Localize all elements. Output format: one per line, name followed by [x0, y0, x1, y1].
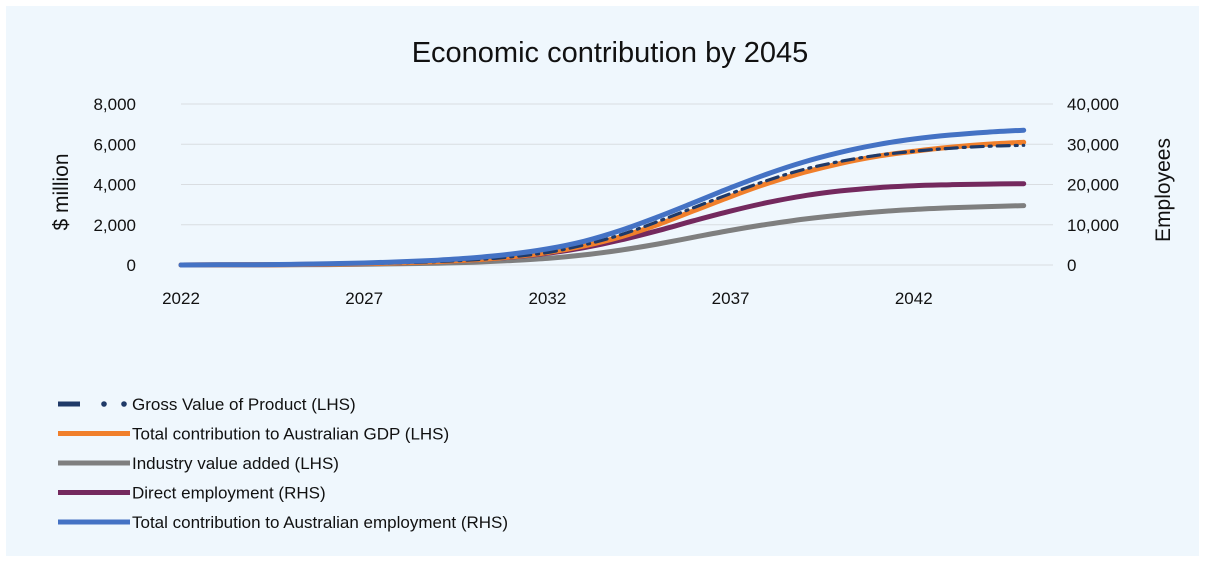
left-tick-label: 6,000 [93, 135, 136, 154]
legend-label: Total contribution to Australian employm… [132, 513, 508, 532]
left-axis-title: $ million [50, 153, 73, 230]
left-tick-label: 8,000 [93, 95, 136, 114]
right-axis-ticks: 0 10,000 20,000 30,000 40,000 [1067, 95, 1119, 275]
x-tick-label: 2042 [895, 289, 933, 308]
legend-item: Total contribution to Australian employm… [58, 513, 508, 532]
legend-swatch-dot [121, 401, 127, 407]
x-axis-ticks: 2022 2027 2032 2037 2042 [162, 289, 933, 308]
left-tick-label: 0 [127, 256, 136, 275]
left-tick-label: 4,000 [93, 176, 136, 195]
right-tick-label: 20,000 [1067, 176, 1119, 195]
legend-label: Industry value added (LHS) [132, 454, 339, 473]
series-line-4 [178, 127, 1027, 268]
legend-item: Gross Value of Product (LHS) [58, 395, 356, 414]
x-tick-label: 2022 [162, 289, 200, 308]
gridlines [181, 103, 1053, 266]
right-tick-label: 30,000 [1067, 135, 1119, 154]
legend-swatch-dot [101, 401, 107, 407]
series-line-0 [179, 143, 1026, 267]
chart-svg: Economic contribution by 2045 0 2,000 4,00… [50, 37, 1175, 532]
legend-label: Direct employment (RHS) [132, 484, 326, 503]
legend-label: Total contribution to Australian GDP (LH… [132, 425, 449, 444]
chart-frame: Economic contribution by 2045 0 2,000 4,00… [6, 6, 1199, 556]
legend: Gross Value of Product (LHS) Total contri… [58, 395, 508, 532]
legend-item: Total contribution to Australian GDP (LH… [58, 425, 449, 444]
chart-title: Economic contribution by 2045 [412, 37, 809, 69]
right-tick-label: 0 [1067, 256, 1076, 275]
x-tick-label: 2027 [345, 289, 383, 308]
legend-item: Industry value added (LHS) [58, 454, 339, 473]
right-tick-label: 10,000 [1067, 216, 1119, 235]
right-tick-label: 40,000 [1067, 95, 1119, 114]
x-tick-label: 2037 [712, 289, 750, 308]
x-tick-label: 2032 [528, 289, 566, 308]
legend-label: Gross Value of Product (LHS) [132, 395, 356, 414]
legend-item: Direct employment (RHS) [58, 484, 326, 503]
right-axis-title: Employees [1152, 138, 1175, 242]
left-axis-ticks: 0 2,000 4,000 6,000 8,000 [93, 95, 136, 275]
series-lines [178, 127, 1027, 268]
left-tick-label: 2,000 [93, 216, 136, 235]
